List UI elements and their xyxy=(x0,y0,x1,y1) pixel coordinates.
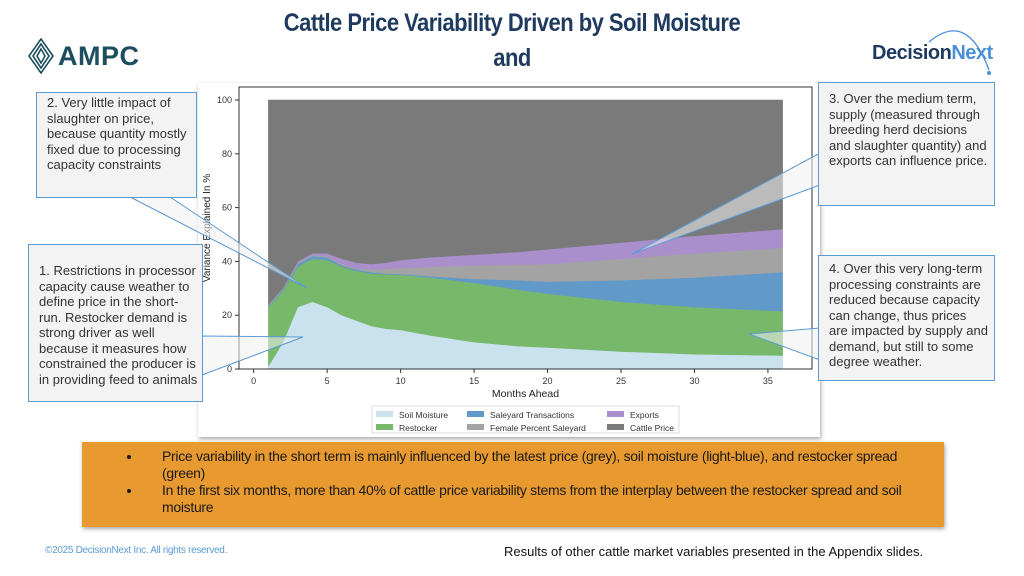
logo-arc-icon xyxy=(928,30,991,75)
copyright: ©2025 DecisionNext Inc. All rights reser… xyxy=(45,545,228,556)
summary-box: Price variability in the short term is m… xyxy=(82,442,944,527)
legend-swatch xyxy=(467,424,484,430)
legend-label: Exports xyxy=(630,410,659,420)
legend-label: Soil Moisture xyxy=(399,410,448,420)
callout-4: 4. Over this very long-term processing c… xyxy=(818,255,995,381)
y-tick-label: 100 xyxy=(217,95,232,105)
legend-swatch xyxy=(607,411,624,417)
x-tick-label: 10 xyxy=(396,376,406,386)
callout-2: 2. Very little impact of slaughter on pr… xyxy=(36,92,197,198)
y-tick-label: 20 xyxy=(222,310,232,320)
y-tick-label: 40 xyxy=(222,256,232,266)
callout-3: 3. Over the medium term, supply (measure… xyxy=(818,82,995,206)
x-tick-label: 5 xyxy=(325,376,330,386)
y-tick-label: 0 xyxy=(227,364,232,374)
x-tick-label: 20 xyxy=(543,376,553,386)
x-tick-label: 25 xyxy=(616,376,626,386)
legend-label: Cattle Price xyxy=(630,423,674,433)
footer-note: Results of other cattle market variables… xyxy=(504,544,924,559)
area-cattle-price xyxy=(268,99,783,306)
legend xyxy=(371,405,680,434)
y-tick-label: 80 xyxy=(222,149,232,159)
y-tick-label: 60 xyxy=(222,203,232,213)
x-tick-label: 0 xyxy=(251,376,256,386)
summary-bullet: Price variability in the short term is m… xyxy=(142,448,914,482)
decisionnext-logo: DecisionNext xyxy=(872,30,993,75)
callout-4-pointer xyxy=(748,327,821,361)
callout-1-pointer xyxy=(201,335,304,376)
callout-1: 1. Restrictions in processor capacity ca… xyxy=(28,244,203,402)
legend-swatch xyxy=(467,411,484,417)
ampc-logo: AMPC xyxy=(28,38,140,74)
callout-3-pointer xyxy=(631,152,821,255)
x-axis-label: Months Ahead xyxy=(492,388,559,400)
x-tick-label: 35 xyxy=(763,376,773,386)
legend-swatch xyxy=(376,411,393,417)
legend-swatch xyxy=(607,424,624,430)
x-tick-label: 30 xyxy=(689,376,699,386)
legend-label: Saleyard Transactions xyxy=(490,410,574,420)
ampc-diamond-icon xyxy=(28,38,54,74)
legend-label: Restocker xyxy=(399,423,437,433)
x-tick-label: 15 xyxy=(469,376,479,386)
legend-label: Female Percent Saleyard xyxy=(490,423,586,433)
axes-frame xyxy=(238,86,813,370)
summary-bullet: In the first six months, more than 40% o… xyxy=(142,482,914,516)
legend-swatch xyxy=(376,424,393,430)
